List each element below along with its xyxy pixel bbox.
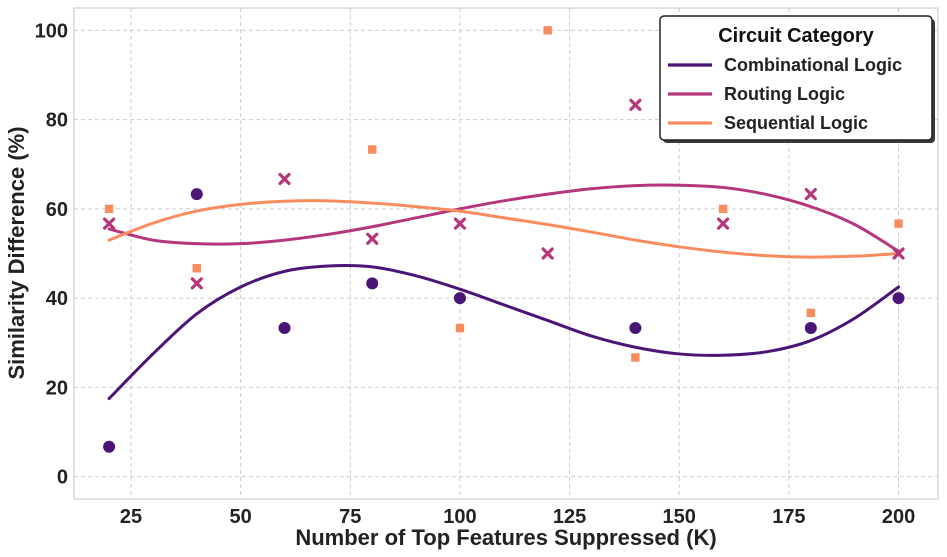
legend: Circuit Category Combinational Logic Rout…: [659, 15, 935, 143]
legend-box: [659, 15, 933, 141]
data-point: [278, 322, 291, 335]
x-tick-label: 175: [772, 506, 805, 528]
y-tick-label: 80: [46, 110, 68, 132]
trend-line: [107, 183, 901, 253]
data-point: [453, 292, 466, 305]
data-point: [455, 323, 465, 333]
data-point: [894, 219, 903, 228]
marker-stroke: [366, 232, 379, 245]
data-point: [806, 308, 816, 318]
plot-frame: [73, 7, 939, 500]
legend-label: Sequential Logic: [724, 113, 868, 133]
marker-stroke: [892, 247, 905, 260]
data-point: [631, 353, 640, 362]
marker-stroke: [102, 217, 116, 230]
data-point: [892, 247, 905, 260]
data-point: [629, 322, 642, 335]
x-tick-label: 150: [663, 506, 696, 528]
data-point: [541, 247, 554, 260]
x-tick-label: 75: [339, 506, 361, 528]
data-point: [366, 277, 379, 290]
x-tick-label: 50: [230, 506, 252, 528]
data-point: [192, 264, 202, 273]
x-tick-labels: 25 50 75 100 125 150 175 200: [120, 506, 915, 528]
x-tick-label: 100: [443, 506, 476, 528]
trend-lines: [107, 183, 901, 401]
data-points: [102, 26, 905, 453]
y-tick-label: 0: [57, 467, 68, 489]
data-point: [453, 217, 467, 230]
y-axis-title: Similarity Difference (%): [4, 126, 29, 379]
y-tick-label: 60: [46, 199, 68, 221]
x-axis-title: Number of Top Features Suppressed (K): [295, 525, 716, 550]
trend-line: [107, 199, 901, 259]
marker-stroke: [804, 188, 817, 201]
y-tick-label: 40: [46, 288, 68, 310]
data-point: [190, 277, 203, 290]
data-point: [629, 98, 642, 111]
data-point: [190, 188, 203, 201]
legend-items: Combinational Logic Routing Logic Sequenti…: [668, 55, 902, 133]
data-point: [103, 440, 116, 453]
data-point: [716, 217, 730, 230]
data-point: [104, 204, 114, 214]
data-point: [804, 322, 817, 335]
marker-stroke: [278, 172, 291, 186]
marker-stroke: [453, 217, 467, 230]
legend-label: Routing Logic: [724, 84, 845, 104]
trend-line: [107, 264, 901, 401]
data-point: [804, 188, 817, 201]
marker-stroke: [716, 217, 730, 230]
y-tick-label: 100: [35, 20, 68, 42]
data-point: [718, 204, 728, 214]
data-point: [543, 26, 552, 35]
data-point: [368, 145, 377, 154]
marker-stroke: [629, 98, 642, 111]
data-point: [892, 292, 905, 305]
y-tick-labels: 0 20 40 60 80 100: [35, 20, 68, 488]
data-point: [278, 172, 291, 186]
data-point: [102, 217, 116, 230]
legend-title: Circuit Category: [718, 25, 874, 47]
x-tick-label: 200: [882, 506, 915, 528]
marker-stroke: [541, 247, 554, 260]
x-tick-label: 125: [553, 506, 586, 528]
data-point: [366, 232, 379, 245]
y-tick-label: 20: [46, 377, 68, 399]
x-tick-label: 25: [120, 506, 142, 528]
legend-label: Combinational Logic: [724, 55, 902, 75]
marker-stroke: [190, 277, 203, 290]
